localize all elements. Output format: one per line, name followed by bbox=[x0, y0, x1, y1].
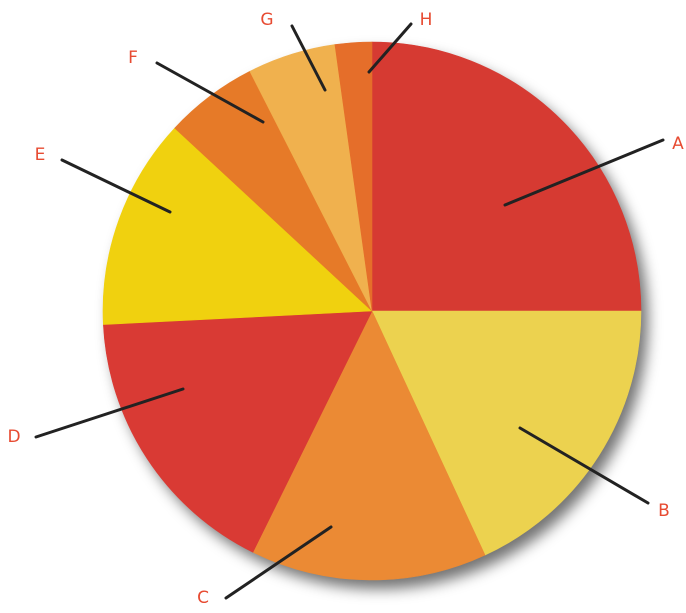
leader-line-f bbox=[155, 61, 265, 124]
pie-slice-a bbox=[371, 41, 642, 312]
pie-slice-b bbox=[371, 310, 642, 556]
pie-slices bbox=[102, 41, 642, 581]
pie-slice-h bbox=[334, 41, 373, 312]
leader-line-c bbox=[224, 525, 333, 600]
slice-label-g: G bbox=[260, 10, 273, 30]
slice-label-c: C bbox=[197, 588, 209, 608]
pie-slice-c bbox=[252, 310, 486, 581]
leader-line-a bbox=[503, 138, 665, 207]
slice-label-a: A bbox=[672, 134, 684, 154]
leader-line-h bbox=[367, 22, 413, 74]
pie-slice-d bbox=[103, 310, 373, 553]
leader-line-b bbox=[518, 426, 650, 505]
slice-label-d: D bbox=[7, 427, 20, 447]
slice-labels: A B C D E F G H bbox=[7, 10, 684, 608]
slice-label-h: H bbox=[420, 10, 433, 30]
slice-label-e: E bbox=[35, 145, 46, 165]
slice-label-b: B bbox=[658, 501, 670, 521]
leader-lines bbox=[34, 22, 665, 600]
leader-line-e bbox=[60, 158, 172, 214]
leader-line-d bbox=[34, 387, 185, 439]
slice-label-f: F bbox=[128, 48, 138, 68]
leader-line-g bbox=[290, 24, 327, 92]
pie-slice-e bbox=[102, 127, 373, 325]
